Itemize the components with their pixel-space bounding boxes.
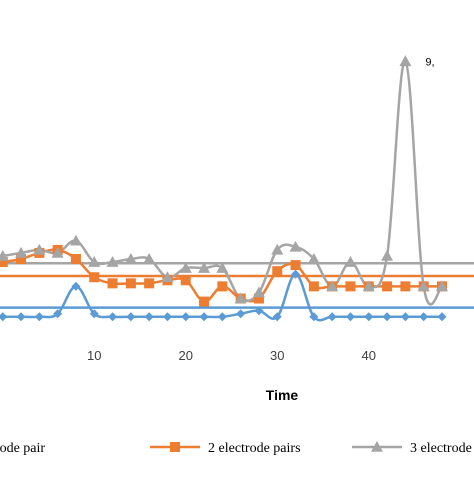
data-point-3-electrode-pairs (143, 253, 156, 264)
data-point-1-electrode-pair (53, 309, 63, 319)
data-point-2-electrode-pairs (16, 254, 27, 264)
data-point-3-electrode-pairs (124, 253, 137, 264)
series-lines (2, 60, 444, 322)
x-axis-ticks: 10 20 30 40 (87, 348, 376, 363)
data-point-3-electrode-pairs (216, 262, 229, 273)
data-point-2-electrode-pairs (180, 275, 191, 286)
x-tick-label: 40 (362, 348, 376, 363)
data-point-1-electrode-pair (400, 312, 410, 322)
data-point-3-electrode-pairs (234, 292, 247, 304)
x-tick-label: 30 (270, 348, 284, 363)
data-point-2-electrode-pairs (125, 278, 136, 289)
data-point-3-electrode-pairs (307, 253, 320, 264)
x-axis-title: Time (266, 387, 299, 403)
data-point-2-electrode-pairs (107, 278, 118, 289)
data-point-3-electrode-pairs (344, 256, 357, 267)
legend-item-3-electrode-pairs: 3 electrode pairs (352, 441, 474, 456)
data-point-1-electrode-pair (71, 281, 81, 291)
legend-label: 1 electrode pair (0, 441, 45, 456)
data-point-3-electrode-pairs (289, 240, 302, 252)
data-point-1-electrode-pair (382, 312, 392, 322)
data-point-3-electrode-pairs (271, 243, 284, 255)
data-point-1-electrode-pair (144, 312, 154, 322)
data-point-1-electrode-pair (108, 312, 118, 322)
data-point-1-electrode-pair (419, 312, 429, 322)
data-point-2-electrode-pairs (290, 260, 301, 271)
data-point-3-electrode-pairs (69, 234, 82, 246)
x-tick-label: 20 (179, 348, 193, 363)
data-point-2-electrode-pairs (199, 296, 210, 307)
legend-item-2-electrode-pairs: 2 electrode pairs (150, 441, 301, 456)
data-point-2-electrode-pairs (144, 278, 155, 289)
data-point-3-electrode-pairs (362, 280, 375, 292)
legend: 1 electrode pair 2 electrode pairs 3 elect… (0, 441, 474, 456)
data-point-2-electrode-pairs (89, 272, 100, 283)
data-point-3-electrode-pairs (435, 280, 448, 292)
data-point-1-electrode-pair (181, 312, 191, 322)
data-point-1-electrode-pair (199, 312, 209, 322)
data-point-2-electrode-pairs (400, 281, 411, 292)
data-point-1-electrode-pair (217, 312, 227, 322)
data-point-3-electrode-pairs (88, 256, 101, 267)
data-point-3-electrode-pairs (15, 246, 28, 258)
data-point-2-electrode-pairs (253, 293, 264, 304)
legend-item-1-electrode-pair: 1 electrode pair (0, 441, 45, 456)
data-point-1-electrode-pair (345, 312, 355, 322)
data-point-3-electrode-pairs (381, 249, 394, 261)
legend-label: 3 electrode pairs (410, 441, 474, 456)
data-point-2-electrode-pairs (70, 254, 81, 264)
legend-marker (170, 442, 180, 452)
x-tick-label: 10 (87, 348, 101, 363)
data-point-1-electrode-pair (16, 312, 26, 322)
data-point-3-electrode-pairs (33, 243, 46, 255)
data-label: 9, (425, 56, 434, 68)
data-point-3-electrode-pairs (161, 271, 174, 283)
data-point-1-electrode-pair (291, 269, 301, 279)
data-point-3-electrode-pairs (417, 280, 430, 292)
data-point-1-electrode-pair (364, 312, 374, 322)
data-point-3-electrode-pairs (326, 280, 339, 292)
data-point-2-electrode-pairs (272, 266, 283, 277)
data-point-1-electrode-pair (309, 312, 319, 322)
data-point-3-electrode-pairs (399, 55, 412, 67)
data-point-1-electrode-pair (437, 312, 447, 322)
data-point-2-electrode-pairs (0, 257, 8, 268)
data-point-1-electrode-pair (89, 309, 99, 319)
data-point-1-electrode-pair (327, 312, 337, 322)
series-markers (0, 55, 448, 322)
data-point-3-electrode-pairs (106, 256, 119, 267)
data-point-2-electrode-pairs (308, 281, 319, 292)
data-point-1-electrode-pair (34, 312, 44, 322)
legend-label: 2 electrode pairs (208, 441, 301, 456)
data-point-2-electrode-pairs (382, 281, 393, 292)
data-point-3-electrode-pairs (51, 246, 64, 258)
data-point-1-electrode-pair (272, 312, 282, 322)
data-point-1-electrode-pair (162, 312, 172, 322)
data-point-3-electrode-pairs (0, 249, 9, 261)
data-point-3-electrode-pairs (252, 286, 265, 298)
data-point-1-electrode-pair (254, 306, 264, 316)
annotations: 9, (425, 56, 434, 68)
legend-marker (371, 441, 383, 452)
data-point-1-electrode-pair (0, 312, 8, 322)
data-point-1-electrode-pair (236, 309, 246, 319)
data-point-2-electrode-pairs (345, 281, 356, 292)
data-point-3-electrode-pairs (198, 262, 211, 273)
data-point-1-electrode-pair (126, 312, 136, 322)
data-point-2-electrode-pairs (217, 281, 228, 292)
data-point-3-electrode-pairs (179, 262, 192, 273)
